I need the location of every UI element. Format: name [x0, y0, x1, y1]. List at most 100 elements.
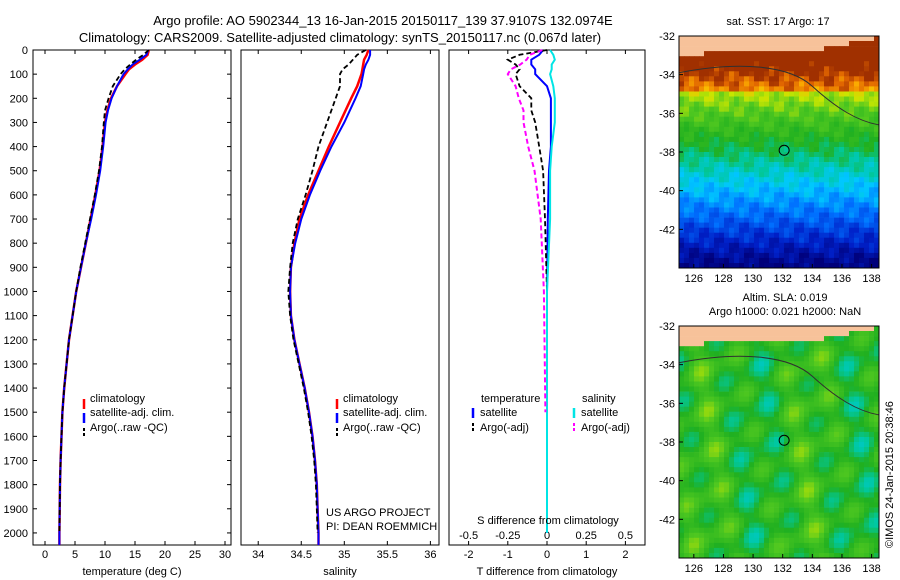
- sla-cell: [744, 431, 750, 438]
- sst-cell: [799, 257, 805, 264]
- sst-cell: [799, 66, 805, 72]
- sla-cell: [679, 547, 685, 554]
- sla-cell: [729, 336, 735, 342]
- sla-cell: [704, 497, 710, 503]
- sst-cell: [719, 36, 725, 42]
- sst-cell: [694, 263, 700, 269]
- sst-cell: [709, 187, 715, 193]
- sst-cell: [734, 71, 740, 77]
- sla-cell: [784, 447, 790, 453]
- sst-cell: [734, 167, 740, 173]
- sst-cell: [699, 36, 705, 42]
- sst-cell: [724, 172, 730, 178]
- s-difference-tick-label: 0.25: [575, 530, 596, 542]
- sla-cell: [834, 356, 840, 362]
- sst-cell: [714, 86, 720, 92]
- sst-cell: [714, 96, 720, 102]
- sst-cell: [794, 136, 800, 143]
- sst-cell: [834, 232, 840, 239]
- sst-cell: [854, 162, 860, 168]
- sla-cell: [714, 487, 720, 493]
- sla-cell: [859, 527, 865, 534]
- sst-cell: [859, 162, 865, 168]
- sla-cell: [744, 452, 750, 458]
- sla-cell: [864, 507, 870, 513]
- sst-cell: [769, 131, 775, 138]
- salinity-panel: 34 34.5 35 35.5 36 salinity climatology sate…: [240, 49, 440, 578]
- sla-cell: [769, 502, 775, 508]
- sst-cell: [824, 247, 830, 254]
- sla-cell: [684, 326, 690, 332]
- sst-cell: [749, 66, 755, 72]
- sla-cell: [769, 401, 775, 408]
- sst-cell: [734, 207, 740, 213]
- sst-cell: [734, 202, 740, 208]
- sst-cell: [729, 61, 735, 67]
- sla-cell: [679, 406, 685, 413]
- sla-cell: [729, 396, 735, 402]
- sla-cell: [694, 487, 700, 493]
- sla-cell: [869, 336, 875, 342]
- sla-cell: [829, 366, 835, 372]
- sst-cell: [874, 126, 880, 133]
- sla-cell: [789, 532, 795, 539]
- sst-cell: [759, 227, 765, 234]
- sst-cell: [694, 182, 700, 188]
- sla-cell: [799, 547, 805, 554]
- sst-cell: [729, 46, 735, 52]
- sla-cell: [759, 502, 765, 508]
- sla-cell: [829, 326, 835, 332]
- sla-cell: [679, 341, 685, 347]
- sla-cell: [844, 477, 850, 483]
- sst-cell: [729, 172, 735, 178]
- sla-cell: [734, 361, 740, 367]
- sst-cell: [794, 86, 800, 92]
- sla-cell: [784, 406, 790, 413]
- sla-cell: [774, 477, 780, 483]
- sla-cell: [719, 437, 725, 443]
- sla-cell: [814, 421, 820, 428]
- sst-cell: [729, 116, 735, 123]
- sla-cell: [739, 351, 745, 357]
- sst-cell: [819, 96, 825, 102]
- sst-cell: [824, 187, 830, 193]
- sst-cell: [819, 217, 825, 223]
- sst-cell: [759, 152, 765, 158]
- salinity-tick-label: 34.5: [291, 549, 312, 561]
- sla-cell: [734, 452, 740, 458]
- sla-cell: [804, 452, 810, 458]
- sla-cell: [824, 497, 830, 503]
- sst-cell: [869, 106, 875, 112]
- sla-cell: [814, 472, 820, 478]
- sla-cell: [874, 482, 880, 488]
- sla-cell: [709, 437, 715, 443]
- sla-cell: [809, 497, 815, 503]
- sla-cell: [874, 326, 880, 332]
- sla-cell: [684, 553, 690, 559]
- sla-cell: [789, 517, 795, 524]
- sla-cell: [714, 517, 720, 524]
- sst-cell: [849, 263, 855, 269]
- temperature-tick-label: 25: [189, 549, 201, 561]
- sst-cell: [794, 106, 800, 112]
- sla-cell: [774, 507, 780, 513]
- sst-cell: [779, 257, 785, 264]
- sst-cell: [824, 91, 830, 97]
- sst-cell: [834, 182, 840, 188]
- sst-cell: [749, 36, 755, 42]
- sst-cell: [734, 91, 740, 97]
- sla-cell: [724, 391, 730, 397]
- sla-cell: [694, 356, 700, 362]
- sla-cell: [739, 522, 745, 529]
- sst-cell: [804, 46, 810, 52]
- sla-cell: [699, 462, 705, 468]
- sst-cell: [794, 202, 800, 208]
- sla-cell: [809, 346, 815, 352]
- sst-cell: [874, 212, 880, 218]
- sst-cell: [714, 172, 720, 178]
- sla-cell: [699, 532, 705, 539]
- sst-cell: [784, 237, 790, 244]
- sst-cell: [749, 237, 755, 244]
- sla-cell: [739, 361, 745, 367]
- sla-cell: [729, 482, 735, 488]
